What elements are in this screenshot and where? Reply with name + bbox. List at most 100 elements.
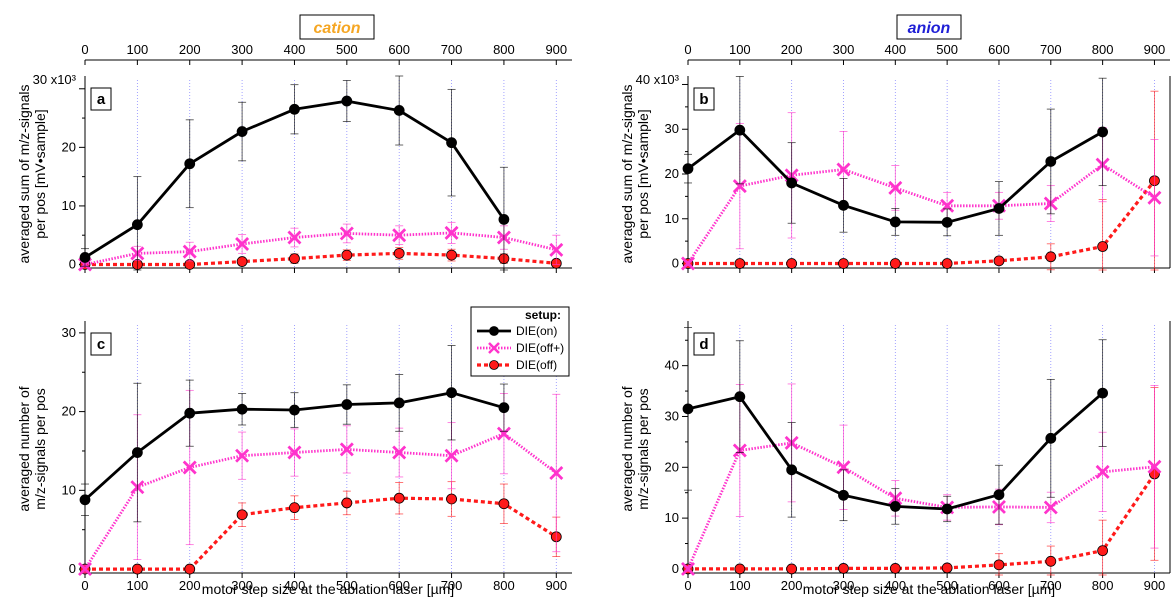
data-point: [786, 177, 798, 189]
data-point: [681, 561, 695, 576]
series-line: [85, 251, 557, 267]
x-tick-label: 400: [884, 578, 906, 593]
data-point: [131, 219, 143, 231]
data-point: [289, 253, 300, 265]
data-point: [184, 158, 196, 170]
y-tick-label: 30: [665, 121, 679, 136]
series-line: [686, 163, 1156, 265]
panel-label-text: c: [97, 336, 105, 353]
legend-swatch-marker: [488, 342, 500, 354]
y-axis-label-line: averaged sum of m/z-signals: [16, 85, 32, 264]
top-x-tick-label: 500: [336, 42, 358, 57]
series-line: [688, 179, 1156, 266]
data-point: [1095, 464, 1110, 479]
x-tick-label: 0: [81, 578, 88, 593]
data-point: [444, 448, 459, 463]
column-title-box: [896, 14, 962, 40]
series-dieon: [682, 327, 1109, 525]
data-point: [339, 226, 354, 241]
data-point: [446, 137, 457, 149]
data-point: [682, 163, 694, 175]
series-dieoff-plus: [78, 389, 564, 577]
column-title-text: cation: [313, 20, 360, 37]
data-point: [287, 230, 302, 245]
x-tick-label: 800: [1092, 578, 1114, 593]
x-tick-label: 300: [833, 578, 855, 593]
data-point: [734, 563, 746, 575]
data-point: [734, 124, 746, 136]
x-tick-label: 500: [936, 578, 958, 593]
top-x-tick-label: 700: [1040, 42, 1062, 57]
panel-label-text: d: [699, 336, 708, 353]
x-tick-label: 700: [1040, 578, 1062, 593]
data-point: [786, 258, 798, 269]
data-point: [1097, 387, 1109, 399]
data-point: [289, 103, 300, 115]
y-tick-label: 0: [69, 256, 76, 271]
y-tick-label: 0: [672, 561, 679, 576]
data-point: [1097, 126, 1109, 138]
panel-d: 0 100 200 300 400 500 600 700 800 900 0 10 20 30 40 ave…: [619, 321, 1171, 593]
x-tick-label: 100: [127, 578, 149, 593]
column-title-cation: cation: [299, 14, 375, 40]
y-axis-label-line: m/z-signals per pos: [32, 388, 48, 509]
legend-swatch-marker: [489, 326, 499, 336]
data-point: [1097, 545, 1109, 557]
y-tick-label: 20: [62, 139, 76, 154]
data-point: [889, 563, 901, 574]
panel-label-a: a: [90, 87, 112, 111]
data-point: [838, 489, 849, 501]
y-axis-label-line: averaged number of: [16, 386, 32, 511]
data-point: [444, 225, 459, 240]
y-tick-label: 0: [672, 256, 679, 271]
data-point: [1147, 190, 1162, 205]
top-x-tick-label: 400: [284, 42, 306, 57]
data-point: [941, 258, 953, 269]
data-point: [236, 403, 248, 415]
top-x-tick-label: 800: [1092, 42, 1114, 57]
legend-entry: DIE(off+): [477, 341, 564, 355]
data-point: [287, 445, 302, 460]
series-line: [83, 432, 558, 570]
legend-label: DIE(off): [516, 358, 557, 372]
data-point: [392, 445, 407, 460]
column-title-box: [299, 14, 375, 40]
series-dieon: [682, 76, 1109, 237]
top-x-tick-label: 600: [388, 42, 410, 57]
data-point: [1147, 459, 1162, 474]
panel-label-box: [693, 332, 715, 356]
data-point: [786, 464, 798, 476]
top-x-tick-label: 500: [936, 42, 958, 57]
data-point: [184, 563, 196, 575]
data-point: [682, 403, 694, 415]
data-point: [732, 179, 747, 194]
y-tick-label: 10: [62, 198, 76, 213]
data-point: [393, 397, 405, 409]
data-point: [940, 198, 955, 213]
data-point: [184, 407, 196, 419]
data-point: [549, 466, 564, 481]
legend: setup: DIE(on) DIE(off+) DIE(off): [470, 306, 570, 377]
panel-a: 0 100 200 300 400 500 600 700 800 900 0 10 20 30 x10³…: [16, 42, 572, 273]
data-point: [235, 236, 250, 251]
data-point: [681, 256, 695, 271]
data-point: [498, 213, 510, 225]
y-tick-label: 10: [62, 482, 76, 497]
x-axis-labels: motor step size at the ablation laser [µ…: [202, 581, 1055, 597]
data-point: [446, 493, 457, 505]
data-point: [341, 497, 353, 509]
data-point: [131, 563, 143, 575]
top-x-tick-label: 200: [179, 42, 201, 57]
data-point: [836, 162, 851, 177]
data-point: [339, 442, 354, 457]
x-tick-label: 400: [284, 578, 306, 593]
x-tick-label: 700: [441, 578, 463, 593]
legend-label: DIE(on): [516, 324, 557, 338]
series-dieoff: [79, 247, 562, 270]
panel-label-text: a: [97, 91, 106, 108]
data-point: [498, 498, 510, 510]
data-point: [549, 242, 564, 257]
top-x-tick-label: 700: [441, 42, 463, 57]
data-point: [341, 399, 353, 410]
